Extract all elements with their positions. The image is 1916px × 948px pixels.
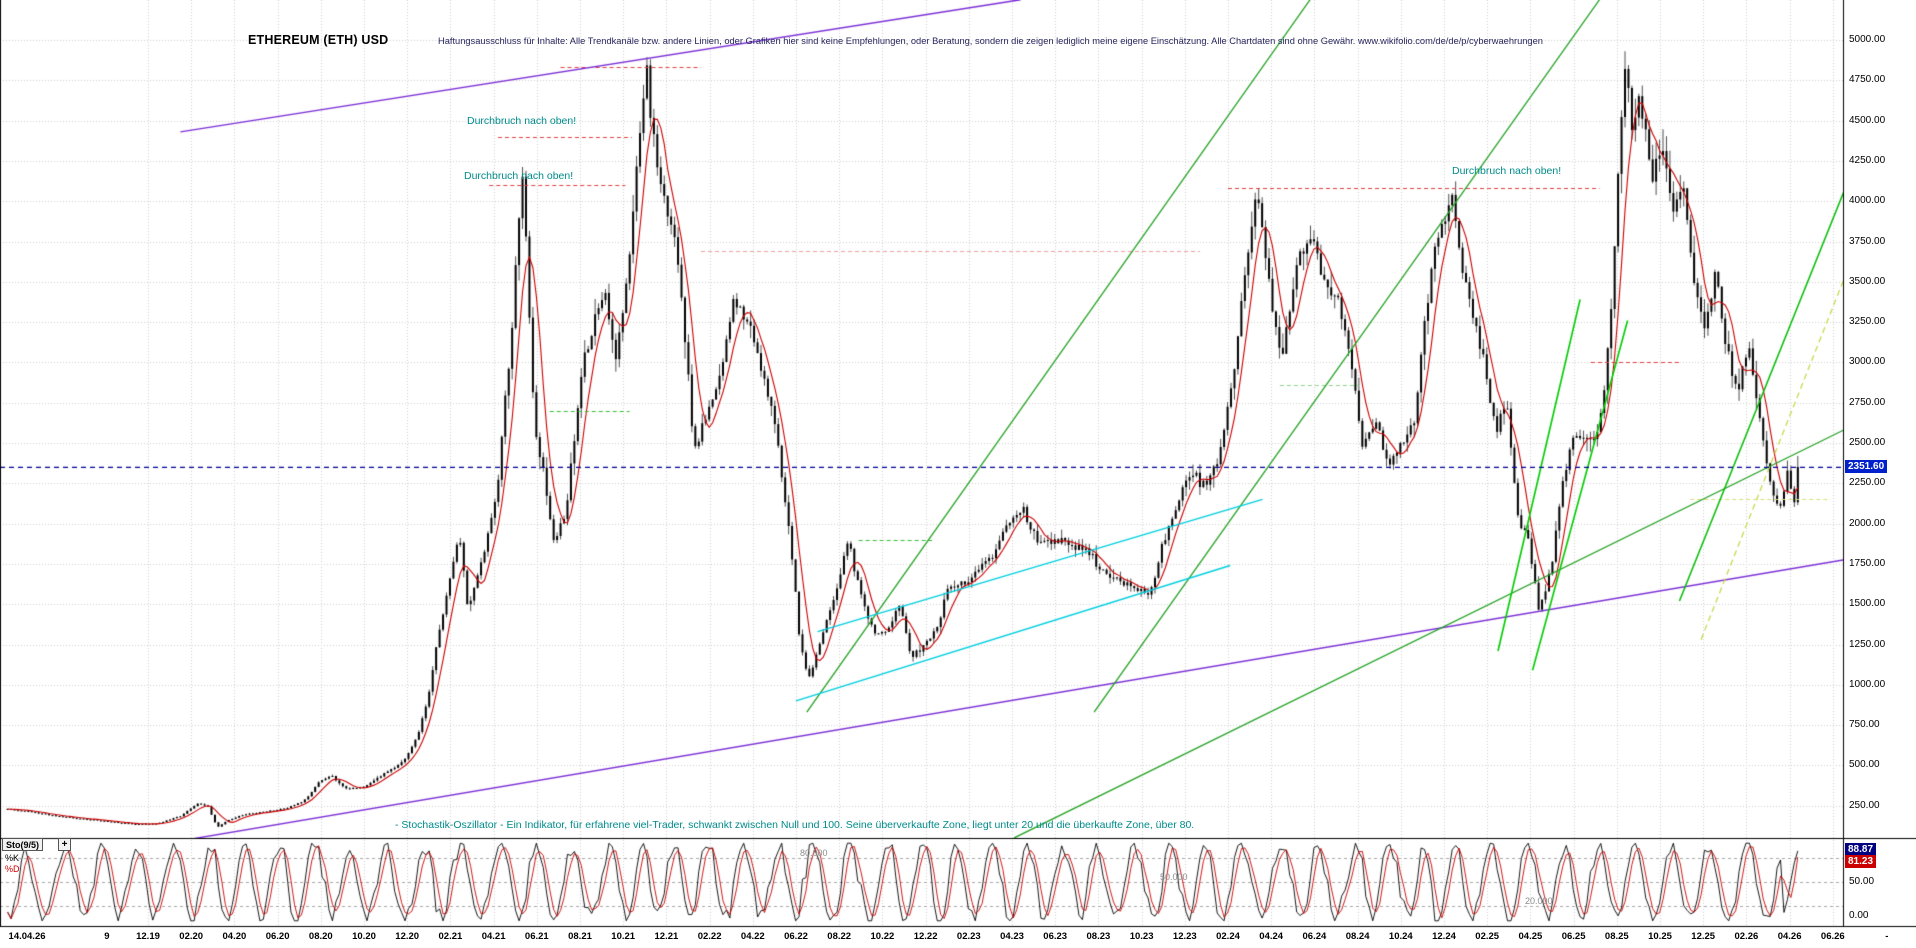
d-value-badge: 81.23 xyxy=(1845,855,1877,868)
time-axis-label: 02.23 xyxy=(956,931,981,942)
breakout-annotation: Durchbruch nach oben! xyxy=(467,115,577,127)
percent-d-label: %D xyxy=(5,864,20,874)
disclaimer-text: Haftungsausschluss für Inhalte: Alle Tre… xyxy=(438,36,1543,46)
price-axis-label: 3500.00 xyxy=(1849,275,1886,287)
time-axis-label: 04.24 xyxy=(1259,931,1284,942)
time-axis-label: 04.26 xyxy=(1777,931,1802,942)
time-axis-label: 04.23 xyxy=(1000,931,1024,942)
time-axis-label: 06.26 xyxy=(1820,931,1845,942)
time-axis-label: 04.21 xyxy=(481,931,506,942)
time-axis-label: 08.20 xyxy=(308,931,333,942)
time-axis-label: 12.21 xyxy=(654,931,679,942)
price-axis-label: 4000.00 xyxy=(1849,195,1886,207)
stochastic-note: - Stochastik-Oszillator - Ein Indikator,… xyxy=(395,819,1195,831)
price-axis-label: 1250.00 xyxy=(1849,638,1886,650)
time-axis-label: 10.24 xyxy=(1388,931,1413,942)
time-axis-label: 02.25 xyxy=(1475,931,1500,942)
osc-level-50-label: 50.000 xyxy=(1160,872,1188,882)
price-axis-label: 3000.00 xyxy=(1849,356,1886,368)
time-axis-label: 04.22 xyxy=(740,931,765,942)
price-axis-label: 4500.00 xyxy=(1849,114,1886,126)
price-axis-label: 750.00 xyxy=(1849,719,1880,731)
time-axis-label: 06.22 xyxy=(784,931,808,942)
time-axis-label: 06.23 xyxy=(1043,931,1068,942)
current-price-badge: 2351.60 xyxy=(1845,459,1888,473)
time-axis-label: 08.24 xyxy=(1345,931,1370,942)
price-axis-label: 500.00 xyxy=(1849,759,1880,771)
osc-axis-50: 50.00 xyxy=(1849,876,1875,887)
time-axis-label: 06.25 xyxy=(1561,931,1586,942)
price-axis-label: 2750.00 xyxy=(1849,396,1886,408)
time-axis-label: 10.22 xyxy=(870,931,895,942)
osc-level-80-label: 80.000 xyxy=(800,848,828,858)
time-axis-label: 12.24 xyxy=(1432,931,1456,942)
time-axis-label: 06.21 xyxy=(524,931,549,942)
time-axis-label: 12.22 xyxy=(913,931,938,942)
price-axis-label: 1750.00 xyxy=(1849,557,1886,569)
time-axis-label: 10.25 xyxy=(1648,931,1672,942)
time-axis-label: 08.22 xyxy=(827,931,852,942)
page-title: ETHEREUM (ETH) USD xyxy=(248,33,389,47)
price-axis-label: 2250.00 xyxy=(1849,477,1886,489)
time-axis-label: 12.25 xyxy=(1691,931,1716,942)
time-axis-label: 06.24 xyxy=(1302,931,1327,942)
time-axis-label: 02.22 xyxy=(697,931,722,942)
price-axis-label: 1500.00 xyxy=(1849,598,1886,610)
time-axis-label: 12.19 xyxy=(136,931,160,942)
time-axis-label: 08.23 xyxy=(1086,931,1111,942)
breakout-annotation: Durchbruch nach oben! xyxy=(464,170,574,182)
time-axis-label: 14.04.26 xyxy=(8,931,46,942)
expand-indicator-button[interactable]: + xyxy=(58,838,71,851)
k-value-badge: 88.87 xyxy=(1845,843,1877,856)
price-axis-label: 5000.00 xyxy=(1849,34,1886,45)
time-axis-label: 06.20 xyxy=(265,931,290,942)
time-axis-label: 04.25 xyxy=(1518,931,1543,942)
stochastic-indicator-text: Sto(9/5) xyxy=(6,840,40,850)
time-axis-label: - xyxy=(1885,931,1889,942)
stochastic-indicator-label[interactable]: Sto(9/5) xyxy=(2,838,44,851)
percent-k-label: %K xyxy=(5,853,20,863)
time-axis-label: 08.25 xyxy=(1604,931,1629,942)
price-axis-label: 4250.00 xyxy=(1849,154,1886,166)
time-axis-label: 02.20 xyxy=(179,931,204,942)
price-axis-label: 3250.00 xyxy=(1849,316,1886,328)
time-axis-label: 02.26 xyxy=(1734,931,1759,942)
price-axis-label: 1000.00 xyxy=(1849,678,1886,690)
time-axis-label: 9 xyxy=(104,931,110,942)
time-axis-label: 08.21 xyxy=(568,931,592,942)
price-axis-label: 4750.00 xyxy=(1849,74,1886,86)
price-axis-label: 3750.00 xyxy=(1849,235,1886,247)
price-axis-label: 2000.00 xyxy=(1849,517,1886,529)
time-axis-label: 10.20 xyxy=(352,931,376,942)
time-axis-label: 04.20 xyxy=(222,931,247,942)
time-axis-label: 10.23 xyxy=(1129,931,1154,942)
time-axis-label: 12.20 xyxy=(395,931,420,942)
osc-level-20-label: 20.000 xyxy=(1525,896,1553,906)
price-axis-label: 250.00 xyxy=(1849,799,1880,811)
time-axis-label: 02.24 xyxy=(1216,931,1240,942)
time-axis-label: 12.23 xyxy=(1172,931,1197,942)
price-axis-label: 2500.00 xyxy=(1849,437,1886,448)
time-axis-label: 10.21 xyxy=(611,931,636,942)
time-axis-label: 02.21 xyxy=(438,931,463,942)
breakout-annotation: Durchbruch nach oben! xyxy=(1452,165,1562,177)
osc-axis-0: 0.00 xyxy=(1849,910,1869,921)
